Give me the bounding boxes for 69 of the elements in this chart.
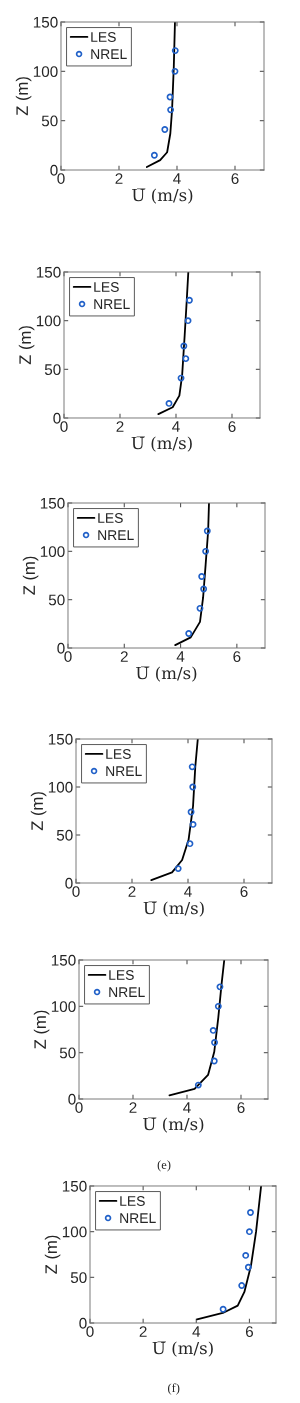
x-tick-label: 2 (139, 1326, 147, 1337)
y-axis-title: Z (m) (22, 556, 39, 595)
y-tick-label: 0 (68, 1093, 76, 1105)
y-tick-label: 150 (33, 16, 58, 28)
x-tick-label: 6 (237, 1102, 245, 1113)
y-tick-label: 100 (40, 546, 65, 558)
x-tick-label: 2 (128, 886, 136, 897)
legend-label: NREL (106, 766, 142, 776)
y-axis-title: Z (m) (44, 1235, 61, 1274)
x-axis-title: U̅ (m/s) (143, 901, 204, 917)
x-tick-label: 6 (233, 651, 241, 662)
legend-label: LES (98, 513, 123, 523)
y-tick-label: 150 (40, 497, 65, 509)
legend-label: NREL (94, 299, 130, 309)
x-axis-title: U̅ (m/s) (136, 666, 197, 682)
y-tick-label: 100 (62, 1226, 87, 1238)
y-tick-label: 100 (48, 781, 73, 793)
y-tick-label: 0 (65, 877, 73, 889)
legend-label: LES (109, 970, 134, 980)
x-tick-label: 2 (129, 1102, 137, 1113)
x-tick-label: 2 (115, 173, 123, 184)
x-tick-label: 4 (184, 886, 192, 897)
x-axis-title: U̅ (m/s) (143, 1117, 204, 1133)
y-tick-label: 50 (48, 594, 65, 606)
x-tick-label: 6 (231, 173, 239, 184)
y-tick-label: 150 (48, 733, 73, 745)
y-tick-label: 0 (57, 642, 65, 654)
legend-label: NREL (109, 987, 145, 997)
legend-label: LES (120, 1196, 145, 1206)
y-tick-label: 100 (33, 66, 58, 78)
x-tick-label: 4 (192, 1326, 201, 1337)
x-tick-label: 4 (173, 173, 181, 184)
y-tick-label: 150 (51, 954, 76, 966)
legend-label: NREL (91, 49, 127, 59)
x-tick-label: 6 (228, 421, 236, 432)
y-axis-title: Z (m) (15, 77, 32, 116)
legend-label: NREL (98, 530, 134, 540)
legend-label: NREL (120, 1213, 156, 1223)
legend-label: LES (94, 282, 119, 292)
y-tick-label: 0 (53, 412, 61, 424)
x-tick-label: 6 (240, 886, 248, 897)
y-tick-label: 150 (62, 1180, 87, 1192)
y-tick-label: 100 (51, 1001, 76, 1013)
y-tick-label: 50 (41, 115, 58, 127)
y-tick-label: 150 (36, 266, 61, 278)
x-tick-label: 4 (183, 1102, 191, 1113)
x-tick-label: 4 (176, 651, 185, 662)
y-tick-label: 0 (79, 1317, 87, 1329)
x-tick-label: 4 (172, 421, 180, 432)
y-axis-title: Z (m) (30, 792, 47, 831)
text: (f) (168, 1383, 180, 1395)
x-tick-label: 6 (245, 1326, 254, 1337)
x-axis-title: U̅ (m/s) (132, 188, 193, 204)
y-tick-label: 50 (56, 829, 73, 841)
text: (e) (157, 1160, 171, 1172)
y-tick-label: 50 (44, 364, 61, 376)
y-axis-title: Z (m) (18, 326, 35, 365)
legend-label: LES (91, 32, 116, 42)
y-tick-label: 50 (70, 1272, 87, 1284)
y-tick-label: 50 (59, 1047, 76, 1059)
x-axis-title: U̅ (m/s) (131, 436, 192, 452)
x-tick-label: 2 (116, 421, 124, 432)
x-tick-label: 0 (86, 1326, 94, 1337)
x-axis-title: U̅ (m/s) (152, 1341, 213, 1357)
x-tick-label: 2 (120, 651, 128, 662)
y-tick-label: 100 (36, 315, 61, 327)
legend-label: LES (106, 749, 131, 759)
y-tick-label: 0 (50, 164, 58, 176)
y-axis-title: Z (m) (33, 1010, 50, 1049)
